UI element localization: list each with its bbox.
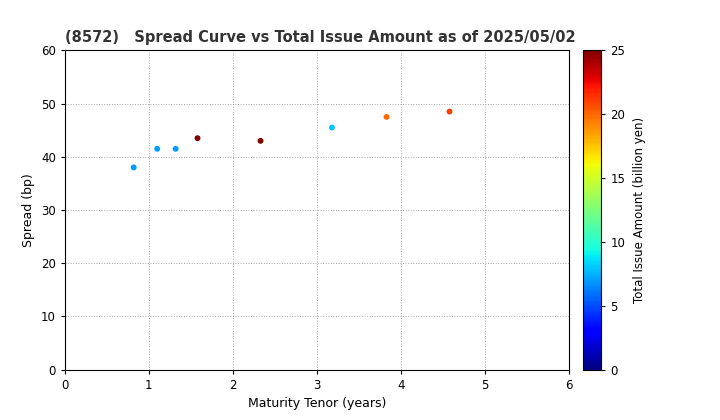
Point (326, 124, 338, 131)
Point (381, 113, 392, 120)
Point (192, 135, 203, 142)
Point (151, 145, 163, 152)
Point (170, 145, 181, 152)
Y-axis label: Spread (bp): Spread (bp) (22, 173, 35, 247)
Point (444, 108, 455, 115)
Y-axis label: Total Issue Amount (billion yen): Total Issue Amount (billion yen) (634, 117, 647, 303)
X-axis label: Maturity Tenor (years): Maturity Tenor (years) (248, 397, 386, 410)
Point (255, 137, 266, 144)
Point (128, 164, 140, 171)
Text: (8572)   Spread Curve vs Total Issue Amount as of 2025/05/02: (8572) Spread Curve vs Total Issue Amoun… (65, 30, 575, 45)
